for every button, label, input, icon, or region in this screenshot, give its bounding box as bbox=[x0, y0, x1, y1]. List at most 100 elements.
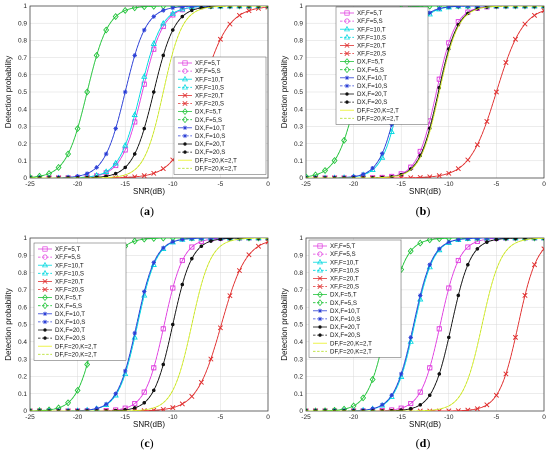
marker-x bbox=[344, 51, 350, 56]
marker-x bbox=[236, 12, 242, 18]
legend-label: DX,F=10,S bbox=[357, 83, 387, 90]
marker-circle bbox=[189, 244, 195, 250]
x-axis-label: SNR(dB) bbox=[409, 420, 441, 429]
legend-label: DX,F=5,T bbox=[55, 295, 82, 302]
marker-diamond bbox=[464, 6, 471, 10]
marker-circle bbox=[465, 244, 471, 250]
legend: XF,F=5,TXF,F=5,SXF,F=10,TXF,F=10,S XF,F=2… bbox=[173, 56, 267, 175]
marker-x bbox=[170, 405, 176, 411]
marker-star bbox=[427, 262, 432, 267]
marker-dot bbox=[180, 282, 185, 287]
legend-label: DX,F=10,T bbox=[195, 125, 225, 132]
marker-diamond bbox=[306, 407, 309, 411]
marker-x bbox=[132, 174, 138, 178]
legend-label: XF,F=10,S bbox=[357, 34, 386, 41]
y-tick-label: 0.7 bbox=[294, 55, 303, 62]
marker-x bbox=[179, 401, 185, 407]
marker-x bbox=[503, 371, 509, 377]
legend-label: DX,F=5,S bbox=[55, 303, 82, 310]
marker-dot bbox=[418, 403, 422, 407]
legend-label: XF,F=5,T bbox=[195, 60, 220, 67]
marker-x bbox=[541, 246, 544, 252]
marker-star bbox=[408, 335, 413, 340]
y-tick-label: 0.8 bbox=[18, 38, 27, 45]
marker-diamond bbox=[464, 238, 471, 242]
legend-label: XF,F=5,S bbox=[357, 18, 383, 25]
marker-triangle bbox=[131, 111, 138, 117]
marker-x bbox=[474, 142, 480, 148]
marker-diamond bbox=[55, 164, 62, 171]
marker-dot bbox=[318, 325, 322, 329]
marker-diamond bbox=[236, 238, 243, 242]
marker-x bbox=[522, 21, 528, 27]
marker-star bbox=[399, 371, 404, 377]
marker-x bbox=[317, 275, 323, 281]
legend-label: DX,F=20,T bbox=[357, 91, 387, 98]
marker-star bbox=[317, 316, 323, 322]
legend: XF,F=5,TXF,F=5,SXF,F=10,TXF,F=10,S XF,F=2… bbox=[308, 239, 402, 358]
y-tick-label: 0.6 bbox=[294, 304, 303, 311]
marker-diamond bbox=[407, 247, 414, 255]
series-line bbox=[306, 238, 544, 411]
marker-dot bbox=[456, 293, 461, 298]
chart-panel: -25 -20 -15 -10 -5 0 0 0.1 0.2 0.3 0.4 0.5 0.6 0.7 0.8… bbox=[280, 235, 546, 450]
marker-x bbox=[531, 12, 537, 18]
marker-dot bbox=[152, 388, 156, 393]
marker-star bbox=[180, 238, 185, 242]
marker-triangle bbox=[112, 159, 119, 166]
marker-x bbox=[265, 6, 268, 10]
marker-diamond bbox=[160, 238, 167, 242]
series-line bbox=[306, 248, 544, 411]
marker-star bbox=[389, 122, 394, 127]
marker-diamond bbox=[455, 6, 462, 10]
marker-diamond bbox=[426, 238, 433, 244]
chart-panel: -25 -20 -15 -10 -5 0 0 0.1 0.2 0.3 0.4 0.5 0.6 0.7 0.8… bbox=[4, 3, 270, 218]
series-line bbox=[306, 10, 544, 178]
y-tick-label: 0.2 bbox=[18, 374, 27, 381]
marker-dot bbox=[437, 372, 442, 376]
y-axis-label: Detection probability bbox=[4, 56, 13, 128]
y-tick-label: 0.9 bbox=[18, 20, 27, 27]
marker-circle bbox=[132, 400, 138, 407]
marker-dot bbox=[466, 262, 470, 267]
marker-diamond bbox=[65, 150, 71, 158]
marker-diamond bbox=[531, 238, 538, 242]
marker-diamond bbox=[93, 51, 100, 59]
marker-diamond bbox=[103, 26, 110, 34]
x-tick-label: -5 bbox=[218, 181, 224, 188]
marker-x bbox=[417, 174, 423, 178]
marker-dot bbox=[485, 240, 489, 244]
marker-star bbox=[475, 238, 480, 241]
marker-star bbox=[189, 238, 195, 241]
marker-circle bbox=[113, 407, 119, 411]
marker-star bbox=[437, 246, 442, 252]
marker-star bbox=[456, 6, 461, 9]
legend-label: DF,F=20,K=2,T bbox=[357, 115, 399, 122]
marker-diamond bbox=[246, 6, 252, 10]
marker-dot bbox=[161, 53, 166, 58]
legend-label: DX,F=10,T bbox=[357, 75, 387, 82]
marker-x bbox=[408, 175, 414, 178]
marker-circle bbox=[151, 365, 157, 371]
x-axis-label: SNR(dB) bbox=[133, 187, 165, 196]
marker-triangle bbox=[122, 142, 129, 148]
marker-star bbox=[103, 151, 109, 157]
y-tick-label: 0.2 bbox=[294, 374, 303, 381]
marker-dot bbox=[183, 142, 187, 146]
x-tick-label: 0 bbox=[542, 414, 546, 421]
marker-diamond bbox=[341, 405, 347, 411]
marker-dot bbox=[171, 28, 175, 32]
marker-dot bbox=[428, 393, 432, 397]
x-tick-label: -15 bbox=[396, 181, 406, 188]
legend-label: DX,F=10,T bbox=[55, 311, 85, 318]
marker-dot bbox=[180, 14, 185, 19]
curves bbox=[30, 238, 268, 411]
legend-label: DX,F=10,S bbox=[195, 133, 225, 140]
marker-triangle bbox=[316, 258, 324, 265]
x-tick-label: -10 bbox=[168, 181, 178, 188]
marker-diamond bbox=[42, 294, 48, 302]
legend-label: XF,F=20,S bbox=[55, 287, 84, 294]
marker-x bbox=[512, 334, 518, 340]
marker-x bbox=[182, 101, 188, 106]
marker-diamond bbox=[312, 407, 319, 411]
